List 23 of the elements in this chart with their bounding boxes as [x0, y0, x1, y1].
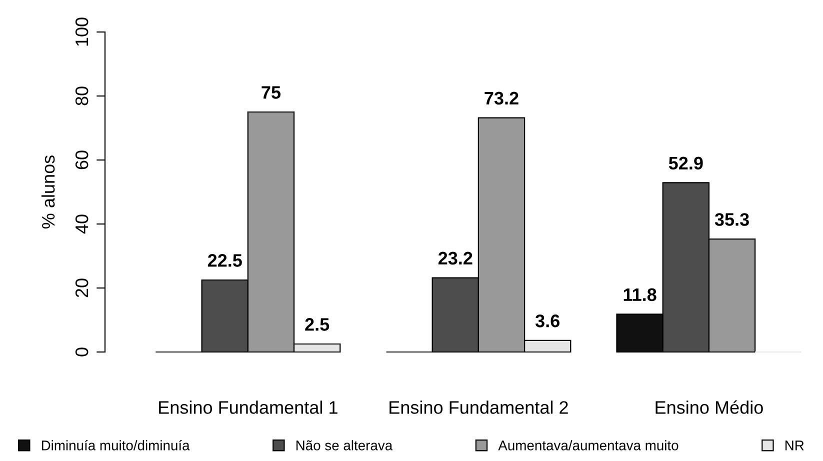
y-tick-label: 60: [75, 150, 88, 170]
y-tick-label: 20: [75, 278, 88, 298]
data-label: 23.2: [438, 252, 472, 265]
y-tick-label: 80: [75, 86, 88, 106]
y-tick-label: 100: [75, 18, 88, 46]
x-tick-label: Ensino Fundamental 1: [159, 400, 338, 414]
y-tick-label: 40: [75, 214, 88, 234]
data-label: 73.2: [484, 92, 518, 105]
data-label: 3.6: [535, 314, 560, 328]
legend-label: NR: [785, 440, 804, 450]
legend-label: Não se alterava: [296, 440, 393, 450]
data-label: 11.8: [624, 288, 656, 302]
data-label: 52.9: [668, 156, 703, 170]
legend-label: Aumentava/aumentava muito: [498, 440, 678, 450]
data-label: 2.5: [305, 318, 330, 331]
data-label: 22.5: [208, 254, 242, 267]
data-label: 35.3: [714, 213, 749, 226]
y-tick-label: 0: [75, 348, 88, 356]
x-tick-label: Ensino Fundamental 2: [390, 400, 568, 414]
y-axis-title: % alunos: [41, 156, 55, 228]
x-tick-label: Ensino Médio: [656, 400, 763, 414]
legend-label: Diminuía muito/diminuía: [42, 440, 190, 450]
data-label: 75: [262, 86, 281, 99]
